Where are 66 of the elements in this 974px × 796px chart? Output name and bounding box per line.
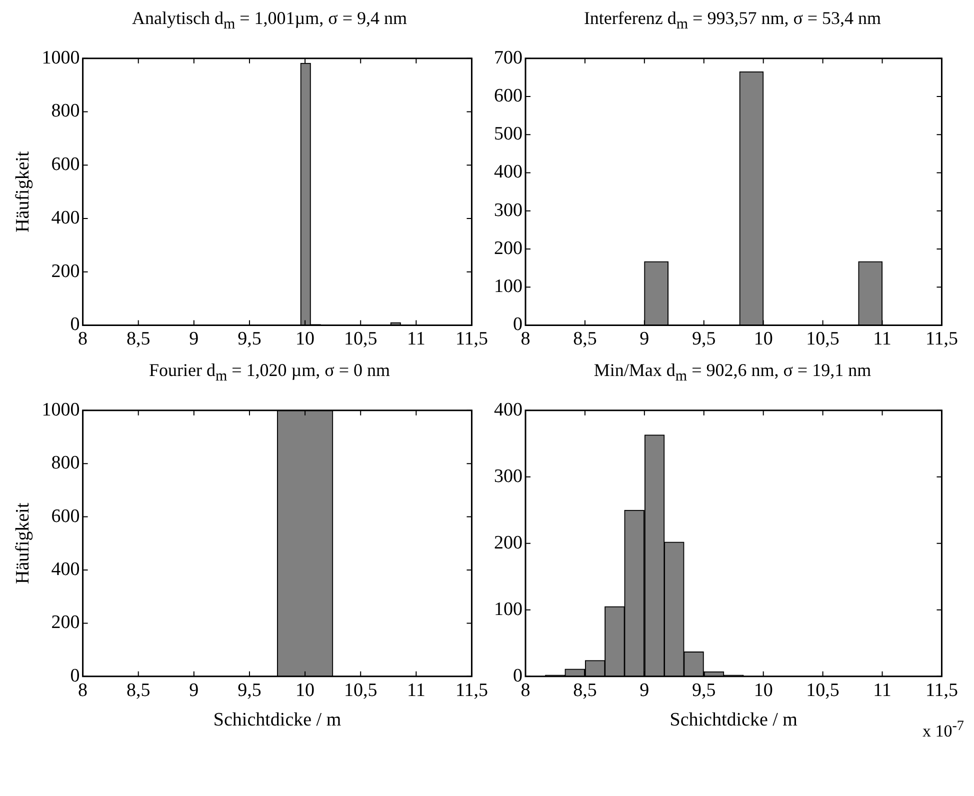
chart-title: Analytisch d$_{m}$ = 1,001µm, σ = 9,4 nm (130, 8, 408, 35)
y-tick-label: 400 (494, 399, 522, 420)
x-tick-label: 8 (78, 328, 88, 350)
x-tick-label: 9,5 (692, 680, 716, 701)
x-tick-label: 9 (189, 680, 199, 701)
x-axis-title: Schichtdicke / m (213, 710, 342, 731)
y-tick-label: 300 (494, 466, 522, 487)
x-tick-label: 10 (296, 680, 315, 701)
x-tick-label: 10,5 (344, 680, 378, 701)
x-tick-label: 11 (407, 328, 426, 350)
x-tick-label: 8 (520, 328, 530, 350)
x-tick-label: 9,5 (692, 328, 716, 350)
y-tick-label: 600 (51, 154, 80, 176)
text: x 10$^{-7}$ (922, 718, 964, 742)
chart-title: Min/Max d$_{m}$ = 902,6 nm, σ = 19,1 nm (592, 360, 872, 387)
y-tick-label: 800 (51, 100, 80, 122)
y-axis-title: Häufigkeit (12, 150, 34, 232)
x-tick-label: 9 (640, 328, 650, 350)
y-tick-label: 0 (513, 665, 522, 686)
x-tick-label: 11,5 (455, 680, 488, 701)
x-tick-label: 10 (754, 328, 773, 350)
x-tick-label: 10,5 (806, 680, 840, 701)
chart-title: Fourier d$_{m}$ = 1,020 µm, σ = 0 nm (148, 360, 392, 387)
y-tick-label: 200 (494, 532, 522, 554)
x-tick-label: 9 (640, 680, 650, 701)
y-tick-label: 400 (51, 207, 80, 228)
y-axis-title: Häufigkeit (12, 502, 34, 584)
x-tick-label: 8 (520, 680, 530, 701)
x-tick-label: 10,5 (806, 328, 840, 350)
x-tick-label: 10,5 (344, 328, 378, 350)
x-tick-label: 11,5 (925, 328, 958, 350)
x-tick-label: 8,5 (126, 680, 150, 701)
y-tick-label: 600 (51, 506, 80, 527)
x-tick-label: 11,5 (455, 328, 488, 350)
y-tick-label: 400 (494, 162, 522, 183)
y-tick-label: 200 (51, 612, 80, 634)
y-tick-label: 300 (494, 200, 522, 221)
y-tick-label: 700 (494, 47, 522, 68)
y-tick-label: 400 (51, 558, 80, 580)
x-tick-label: 10 (296, 328, 315, 350)
y-tick-label: 1000 (42, 47, 80, 68)
y-tick-label: 800 (51, 452, 80, 474)
y-tick-label: 500 (494, 124, 522, 145)
x-tick-label: 10 (754, 680, 773, 701)
x-tick-label: 8 (78, 680, 88, 701)
x-tick-label: 11 (407, 680, 426, 701)
y-tick-label: 1000 (42, 399, 80, 420)
chart-title: Interferenz d$_{m}$ = 993,57 nm, σ = 53,4 nm (582, 8, 882, 35)
x-tick-label: 8,5 (573, 328, 597, 350)
y-tick-label: 200 (494, 238, 522, 259)
x-tick-label: 9,5 (238, 328, 262, 350)
y-tick-label: 200 (51, 260, 80, 282)
y-tick-label: 100 (494, 598, 522, 620)
x-axis-title: Schichtdicke / m (670, 710, 798, 731)
x-tick-label: 9 (189, 328, 199, 350)
x-tick-label: 11,5 (925, 680, 958, 701)
y-tick-label: 600 (494, 86, 522, 106)
x-tick-label: 11 (873, 328, 892, 350)
x-tick-label: 11 (873, 680, 892, 701)
y-tick-label: 100 (494, 276, 522, 298)
x-tick-label: 8,5 (573, 680, 597, 701)
y-tick-label: 0 (70, 665, 80, 686)
y-tick-label: 0 (70, 314, 80, 336)
x-tick-label: 8,5 (126, 328, 150, 350)
y-tick-label: 0 (513, 314, 522, 336)
x-tick-label: 9,5 (238, 680, 262, 701)
